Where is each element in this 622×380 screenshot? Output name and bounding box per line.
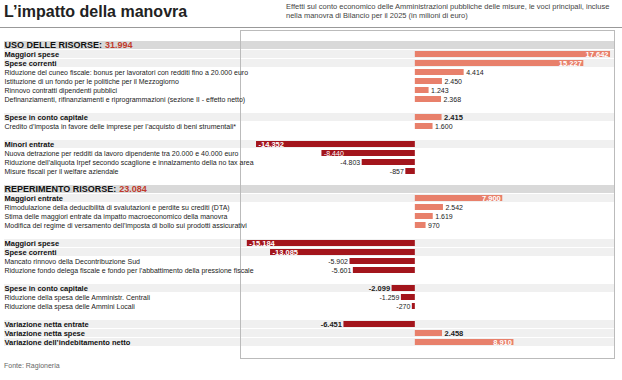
svg-text:USO DELLE RISORSE:: USO DELLE RISORSE: xyxy=(5,40,103,50)
svg-text:Riduzione del cuneo fiscale: b: Riduzione del cuneo fiscale: bonus per l… xyxy=(5,69,249,77)
svg-text:1.600: 1.600 xyxy=(435,123,453,130)
svg-text:Spese in conto capitale: Spese in conto capitale xyxy=(5,113,88,122)
svg-text:Misure fiscali per il welfare: Misure fiscali per il welfare aziendale xyxy=(5,168,119,176)
svg-text:-857: -857 xyxy=(390,168,404,175)
html-text:Fonte: Ragioneria: Fonte: Ragioneria xyxy=(4,362,60,369)
svg-text:Definanziamenti, rifinanziamen: Definanziamenti, rifinanziamenti e ripro… xyxy=(5,96,246,104)
svg-text:Minori entrate: Minori entrate xyxy=(5,140,55,149)
svg-text:15.227: 15.227 xyxy=(559,59,582,68)
svg-text:23.084: 23.084 xyxy=(119,184,147,194)
svg-text:-8.440: -8.440 xyxy=(324,150,344,157)
svg-text:Modifica del regime di versame: Modifica del regime di versamento dell’i… xyxy=(5,222,248,230)
svg-text:Maggiori entrate: Maggiori entrate xyxy=(5,194,63,203)
svg-text:-1.259: -1.259 xyxy=(380,294,400,301)
svg-text:4.414: 4.414 xyxy=(466,69,484,76)
svg-text:Istituzione di un fondo per le: Istituzione di un fondo per le politiche… xyxy=(5,78,179,86)
html-text:Effetti sul conto economico de: Effetti sul conto economico delle Ammini… xyxy=(286,2,610,20)
svg-text:Maggiori spese: Maggiori spese xyxy=(5,239,60,248)
svg-text:Riduzione fondo delega fiscale: Riduzione fondo delega fiscale e fondo p… xyxy=(5,267,254,275)
svg-text:Rimodulazione della deducibili: Rimodulazione della deducibilità di sval… xyxy=(5,204,230,212)
html-text:L’impatto della manovra: L’impatto della manovra xyxy=(4,3,188,20)
svg-text:REPERIMENTO RISORSE:: REPERIMENTO RISORSE: xyxy=(5,184,117,194)
svg-text:-13.085: -13.085 xyxy=(273,248,298,257)
svg-text:-14.352: -14.352 xyxy=(259,140,284,149)
svg-text:31.994: 31.994 xyxy=(105,40,133,50)
svg-text:Rinnovo contratti dipendenti p: Rinnovo contratti dipendenti pubblici xyxy=(5,87,118,95)
svg-text:Nuova detrazione per redditi d: Nuova detrazione per redditi da lavoro d… xyxy=(5,150,239,158)
svg-text:2.450: 2.450 xyxy=(444,78,462,85)
svg-text:2.542: 2.542 xyxy=(445,204,463,211)
svg-text:2.458: 2.458 xyxy=(445,329,464,338)
svg-text:8.910: 8.910 xyxy=(493,338,512,347)
svg-text:Credito d’imposta in favore de: Credito d’imposta in favore delle impres… xyxy=(5,123,237,131)
svg-text:Riduzione della spesa delle Am: Riduzione della spesa delle Ammini Local… xyxy=(5,303,136,311)
svg-text:Spese in conto capitale: Spese in conto capitale xyxy=(5,284,88,293)
svg-text:-270: -270 xyxy=(396,303,410,310)
svg-text:1.243: 1.243 xyxy=(431,87,449,94)
svg-text:2.368: 2.368 xyxy=(444,96,462,103)
svg-text:-4.803: -4.803 xyxy=(340,159,360,166)
svg-text:17.642: 17.642 xyxy=(586,50,609,59)
svg-text:-2.099: -2.099 xyxy=(369,284,390,293)
svg-text:Mancato rinnovo della Decontri: Mancato rinnovo della Decontribuzione Su… xyxy=(5,258,141,265)
svg-text:Variazione netta spese: Variazione netta spese xyxy=(5,329,85,338)
svg-text:Variazione netta entrate: Variazione netta entrate xyxy=(5,320,89,329)
svg-text:1.619: 1.619 xyxy=(435,213,453,220)
svg-text:-5.902: -5.902 xyxy=(328,258,348,265)
svg-text:Riduzione dell’aliquota Irpef: Riduzione dell’aliquota Irpef secondo sc… xyxy=(5,159,254,167)
svg-text:Spese correnti: Spese correnti xyxy=(5,248,57,257)
svg-text:Riduzione della spesa delle Am: Riduzione della spesa delle Amministr. C… xyxy=(5,294,151,302)
svg-text:Variazione dell’indebitamento: Variazione dell’indebitamento netto xyxy=(5,338,131,347)
svg-text:Spese correnti: Spese correnti xyxy=(5,59,57,68)
svg-text:Stima delle maggiori entrate d: Stima delle maggiori entrate da impatto … xyxy=(5,213,228,221)
svg-text:2.415: 2.415 xyxy=(444,113,463,122)
svg-text:7.900: 7.900 xyxy=(482,194,501,203)
svg-text:-5.601: -5.601 xyxy=(331,267,351,274)
svg-text:-6.451: -6.451 xyxy=(321,320,342,329)
svg-text:-15.184: -15.184 xyxy=(249,239,275,248)
svg-text:970: 970 xyxy=(428,222,440,229)
svg-text:Maggiori spese: Maggiori spese xyxy=(5,50,60,59)
